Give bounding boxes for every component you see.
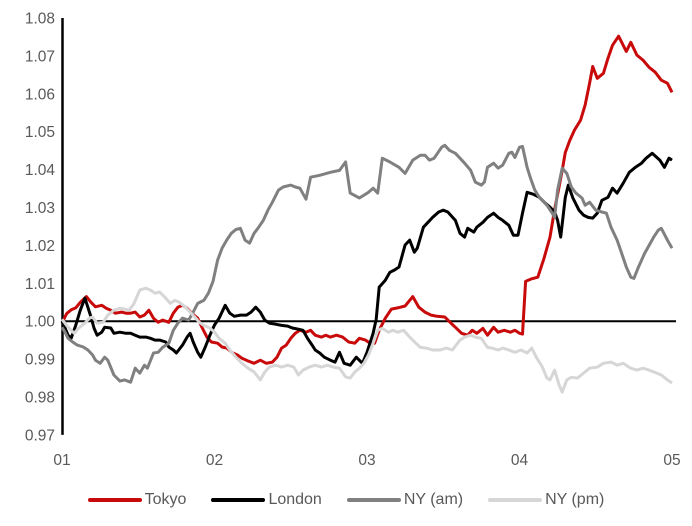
series-line-ny-am xyxy=(60,143,674,384)
legend-label-tokyo: Tokyo xyxy=(144,491,187,508)
x-tick-label: 04 xyxy=(511,452,529,469)
x-tick-label: 01 xyxy=(53,452,70,469)
x-tick-label: 03 xyxy=(358,452,375,469)
y-tick-label: 0.98 xyxy=(25,390,55,407)
y-tick-label: 1.02 xyxy=(25,238,55,255)
series-line-ny-pm xyxy=(60,286,673,394)
y-tick-label: 1.03 xyxy=(25,200,55,217)
legend-label-london: London xyxy=(268,491,322,508)
ny-pm-line-swatch xyxy=(488,498,543,502)
y-tick-label: 1.06 xyxy=(25,86,55,103)
y-tick-label: 1.00 xyxy=(25,314,56,331)
legend-item-ny-pm: NY (pm) xyxy=(488,492,604,508)
legend-label-ny-am: NY (am) xyxy=(403,491,464,508)
x-tick-label: 02 xyxy=(206,452,223,469)
series-line-london xyxy=(60,151,673,367)
y-tick-label: 0.99 xyxy=(25,352,55,369)
legend-label-ny-pm: NY (pm) xyxy=(545,491,605,508)
tokyo-line-swatch xyxy=(87,498,142,502)
series-line-tokyo xyxy=(60,34,674,365)
y-tick-label: 1.04 xyxy=(25,162,56,179)
legend-item-tokyo: Tokyo xyxy=(87,491,187,508)
y-tick-label: 1.05 xyxy=(25,124,55,141)
y-tick-label: 1.07 xyxy=(25,48,55,65)
x-tick-label: 05 xyxy=(663,452,680,469)
legend-item-london: London xyxy=(211,491,322,508)
chart-legend: Tokyo London NY (am) NY (pm) xyxy=(0,492,692,508)
legend-item-ny-am: NY (am) xyxy=(346,491,464,508)
london-line-swatch xyxy=(211,498,266,502)
y-tick-label: 1.08 xyxy=(25,11,55,28)
y-tick-label: 1.01 xyxy=(25,276,55,293)
y-tick-label: 0.97 xyxy=(25,427,55,444)
ny-am-line-swatch xyxy=(346,498,401,502)
